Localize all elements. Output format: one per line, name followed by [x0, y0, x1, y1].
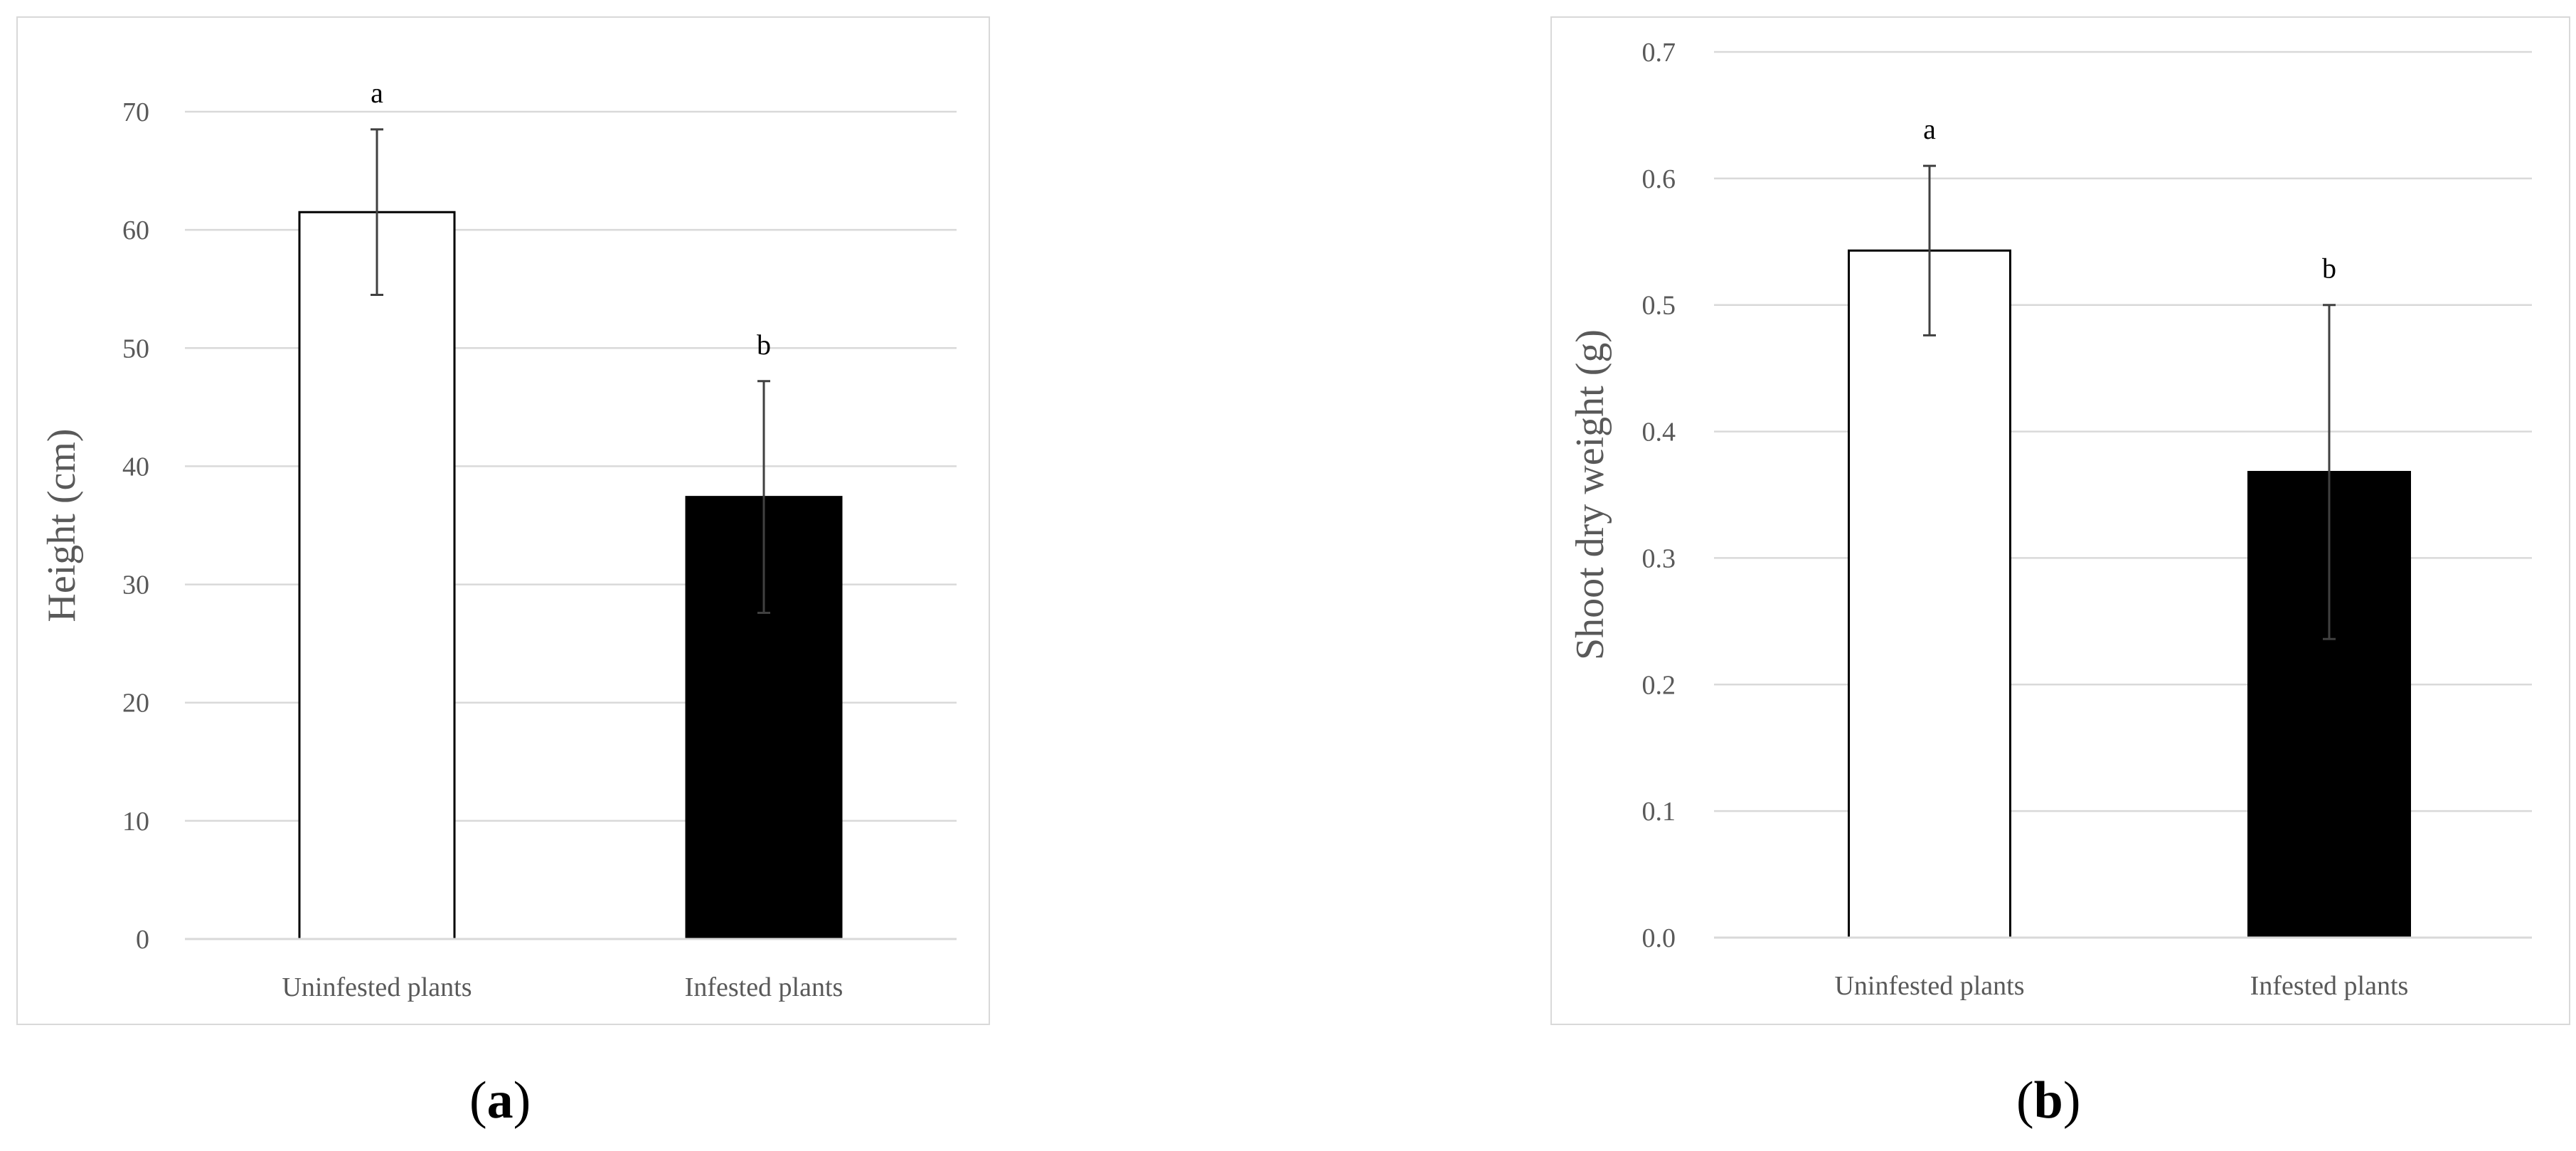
a-ytick-label: 50 [122, 334, 149, 364]
a-category-label-1: Uninfested plants [282, 972, 472, 1002]
b-category-label-1: Uninfested plants [1834, 971, 2024, 1001]
b-ytick-label: 0.6 [1642, 164, 1676, 194]
b-ytick-label: 0.7 [1642, 38, 1676, 68]
b-ytick-label: 0.4 [1642, 418, 1676, 447]
b-ytick-label: 0.2 [1642, 670, 1676, 700]
b-y-axis-label: Shoot dry weight (g) [1568, 329, 1612, 660]
b-bar-1 [1848, 249, 2011, 939]
b-category-label-2: Infested plants [2250, 971, 2409, 1001]
caption-a-letter: a [486, 1071, 513, 1130]
caption-b-close: ) [2063, 1071, 2081, 1130]
caption-a: (a) [469, 1071, 531, 1131]
a-bar-1 [298, 211, 456, 940]
a-significance-letter-1: a [371, 77, 383, 109]
b-significance-letter-2: b [2322, 253, 2336, 285]
a-significance-letter-2: b [757, 329, 771, 361]
a-ytick-label: 30 [122, 571, 149, 600]
caption-b: (b) [2016, 1071, 2080, 1131]
a-ytick-label: 40 [122, 452, 149, 482]
a-y-axis-label: Height (cm) [40, 428, 84, 622]
b-ytick-label: 0.1 [1642, 797, 1676, 827]
caption-a-open: ( [469, 1071, 487, 1130]
a-ytick-label: 10 [122, 807, 149, 837]
caption-b-open: ( [2016, 1071, 2034, 1130]
a-category-label-2: Infested plants [685, 972, 843, 1002]
b-significance-letter-1: a [1923, 113, 1936, 145]
b-ytick-label: 0.0 [1642, 923, 1676, 953]
caption-b-letter: b [2033, 1071, 2063, 1130]
b-ytick-label: 0.3 [1642, 543, 1676, 573]
a-ytick-label: 60 [122, 216, 149, 245]
a-ytick-label: 20 [122, 689, 149, 718]
a-ytick-label: 0 [136, 925, 149, 955]
b-ytick-label: 0.5 [1642, 291, 1676, 321]
a-ytick-label: 70 [122, 97, 149, 127]
caption-a-close: ) [513, 1071, 531, 1130]
